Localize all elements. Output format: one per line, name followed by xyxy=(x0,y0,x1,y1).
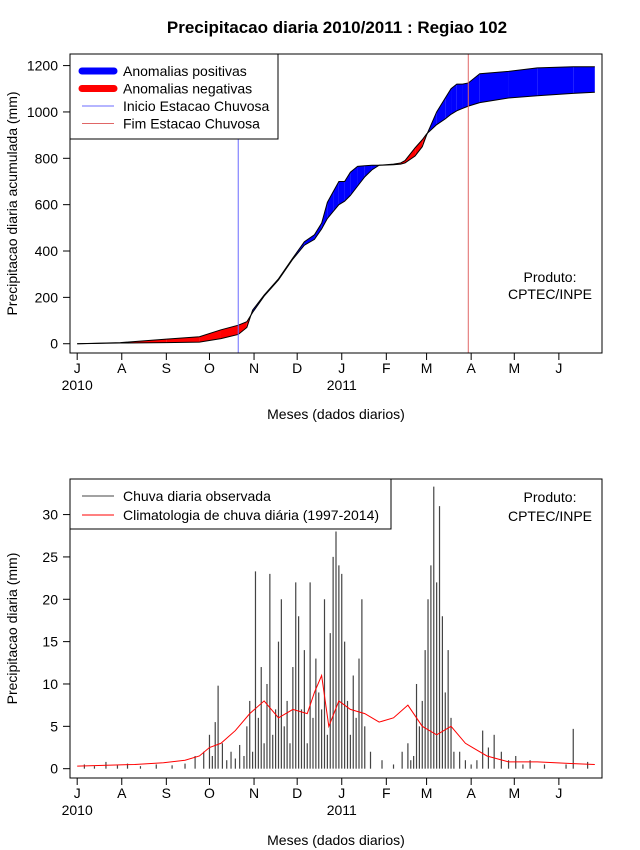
x-tick-label: S xyxy=(162,785,171,801)
y-tick-label: 30 xyxy=(42,507,58,523)
x-tick-label: J xyxy=(338,785,345,801)
positive-anomaly-area xyxy=(573,66,595,94)
negative-anomaly-area xyxy=(166,336,200,343)
observed-accumulated-line xyxy=(77,66,595,345)
positive-anomaly-area xyxy=(357,165,365,187)
x-tick-label: O xyxy=(204,360,215,376)
positive-anomaly-area xyxy=(537,66,574,96)
x-tick-label: O xyxy=(204,785,215,801)
positive-anomaly-area xyxy=(436,98,446,125)
positive-anomaly-area xyxy=(462,82,469,109)
x-tick-label: M xyxy=(508,360,520,376)
x-tick-label: J xyxy=(74,785,81,801)
y-tick-label: 15 xyxy=(42,634,58,650)
legend-box xyxy=(69,478,392,530)
x-tick-label: F xyxy=(382,785,391,801)
year-label: 2011 xyxy=(327,377,357,393)
x-tick-label: J xyxy=(74,360,81,376)
positive-anomaly-area xyxy=(456,84,463,111)
legend-label-observed: Chuva diaria observada xyxy=(123,488,271,504)
observed-and-climatology-lines xyxy=(77,66,595,345)
legend: Chuva diaria observada Climatologia de c… xyxy=(69,478,392,530)
y-tick-label: 1200 xyxy=(27,58,58,74)
year-label: 2011 xyxy=(327,802,357,818)
x-tick-label: D xyxy=(292,785,302,801)
x-axis-label: Meses (dados diarios) xyxy=(267,832,405,848)
product-source: CPTEC/INPE xyxy=(508,286,592,302)
y-tick-label: 600 xyxy=(35,197,59,213)
y-tick-label: 0 xyxy=(50,336,58,352)
x-tick-label: N xyxy=(249,785,259,801)
y-axis-label: Precipitacao diaria (mm) xyxy=(4,553,20,705)
legend-label-start: Inicio Estacao Chuvosa xyxy=(123,98,270,114)
positive-anomaly-area xyxy=(364,165,372,177)
positive-anomaly-area xyxy=(338,181,345,205)
positive-anomaly-area xyxy=(333,181,339,212)
positive-anomaly-area xyxy=(468,73,480,107)
x-tick-label: A xyxy=(466,360,476,376)
climatology-accumulated-line xyxy=(77,91,595,345)
x-tick-label: F xyxy=(382,360,391,376)
climatology-line xyxy=(77,673,595,767)
legend-label-end: Fim Estacao Chuvosa xyxy=(123,116,260,132)
x-tick-label: D xyxy=(292,360,302,376)
x-tick-label: A xyxy=(117,360,127,376)
product-label: Produto: xyxy=(524,489,577,505)
y-axis-label: Precipitacao diaria acumulada (mm) xyxy=(4,91,20,315)
y-tick-label: 400 xyxy=(35,243,59,259)
figure-title: Precipitacao diaria 2010/2011 : Regiao 1… xyxy=(167,18,507,37)
positive-anomaly-area xyxy=(479,71,509,103)
legend-label-negative: Anomalias negativas xyxy=(123,81,252,97)
x-tick-label: J xyxy=(555,785,562,801)
y-tick-label: 25 xyxy=(42,549,58,565)
x-tick-label: A xyxy=(466,785,476,801)
plot-frame xyxy=(69,53,603,354)
y-tick-label: 0 xyxy=(50,761,58,777)
product-source: CPTEC/INPE xyxy=(508,508,592,524)
positive-anomaly-area xyxy=(508,67,538,99)
positive-anomaly-area xyxy=(327,191,334,219)
product-label: Produto: xyxy=(524,269,577,285)
y-tick-label: 800 xyxy=(35,150,59,166)
x-tick-label: M xyxy=(508,785,520,801)
legend-label-positive: Anomalias positivas xyxy=(123,63,247,79)
y-tick-label: 200 xyxy=(35,289,59,305)
negative-anomaly-area xyxy=(415,139,423,156)
x-axis-label: Meses (dados diarios) xyxy=(267,406,405,422)
y-axis: 0 200 400 600 800 1000 1200 xyxy=(27,58,70,352)
legend: Anomalias positivas Anomalias negativas … xyxy=(69,53,279,140)
year-label: 2010 xyxy=(62,802,93,818)
x-tick-label: J xyxy=(338,360,345,376)
x-tick-label: S xyxy=(162,360,171,376)
x-tick-label: J xyxy=(555,360,562,376)
x-tick-label: M xyxy=(421,360,433,376)
y-tick-label: 5 xyxy=(50,718,58,734)
positive-anomaly-area xyxy=(304,234,315,246)
y-tick-label: 1000 xyxy=(27,104,58,120)
positive-anomaly-area xyxy=(451,84,457,115)
y-tick-label: 10 xyxy=(42,676,58,692)
negative-anomaly-area xyxy=(238,321,247,335)
y-axis: 0 5 10 15 20 25 30 xyxy=(42,507,70,777)
positive-anomaly-area xyxy=(314,223,322,240)
x-tick-label: N xyxy=(249,360,259,376)
x-tick-label: M xyxy=(421,785,433,801)
x-tick-label: A xyxy=(117,785,127,801)
y-tick-label: 20 xyxy=(42,591,58,607)
legend-label-climatology: Climatologia de chuva diária (1997-2014) xyxy=(123,507,379,523)
year-label: 2010 xyxy=(62,377,93,393)
